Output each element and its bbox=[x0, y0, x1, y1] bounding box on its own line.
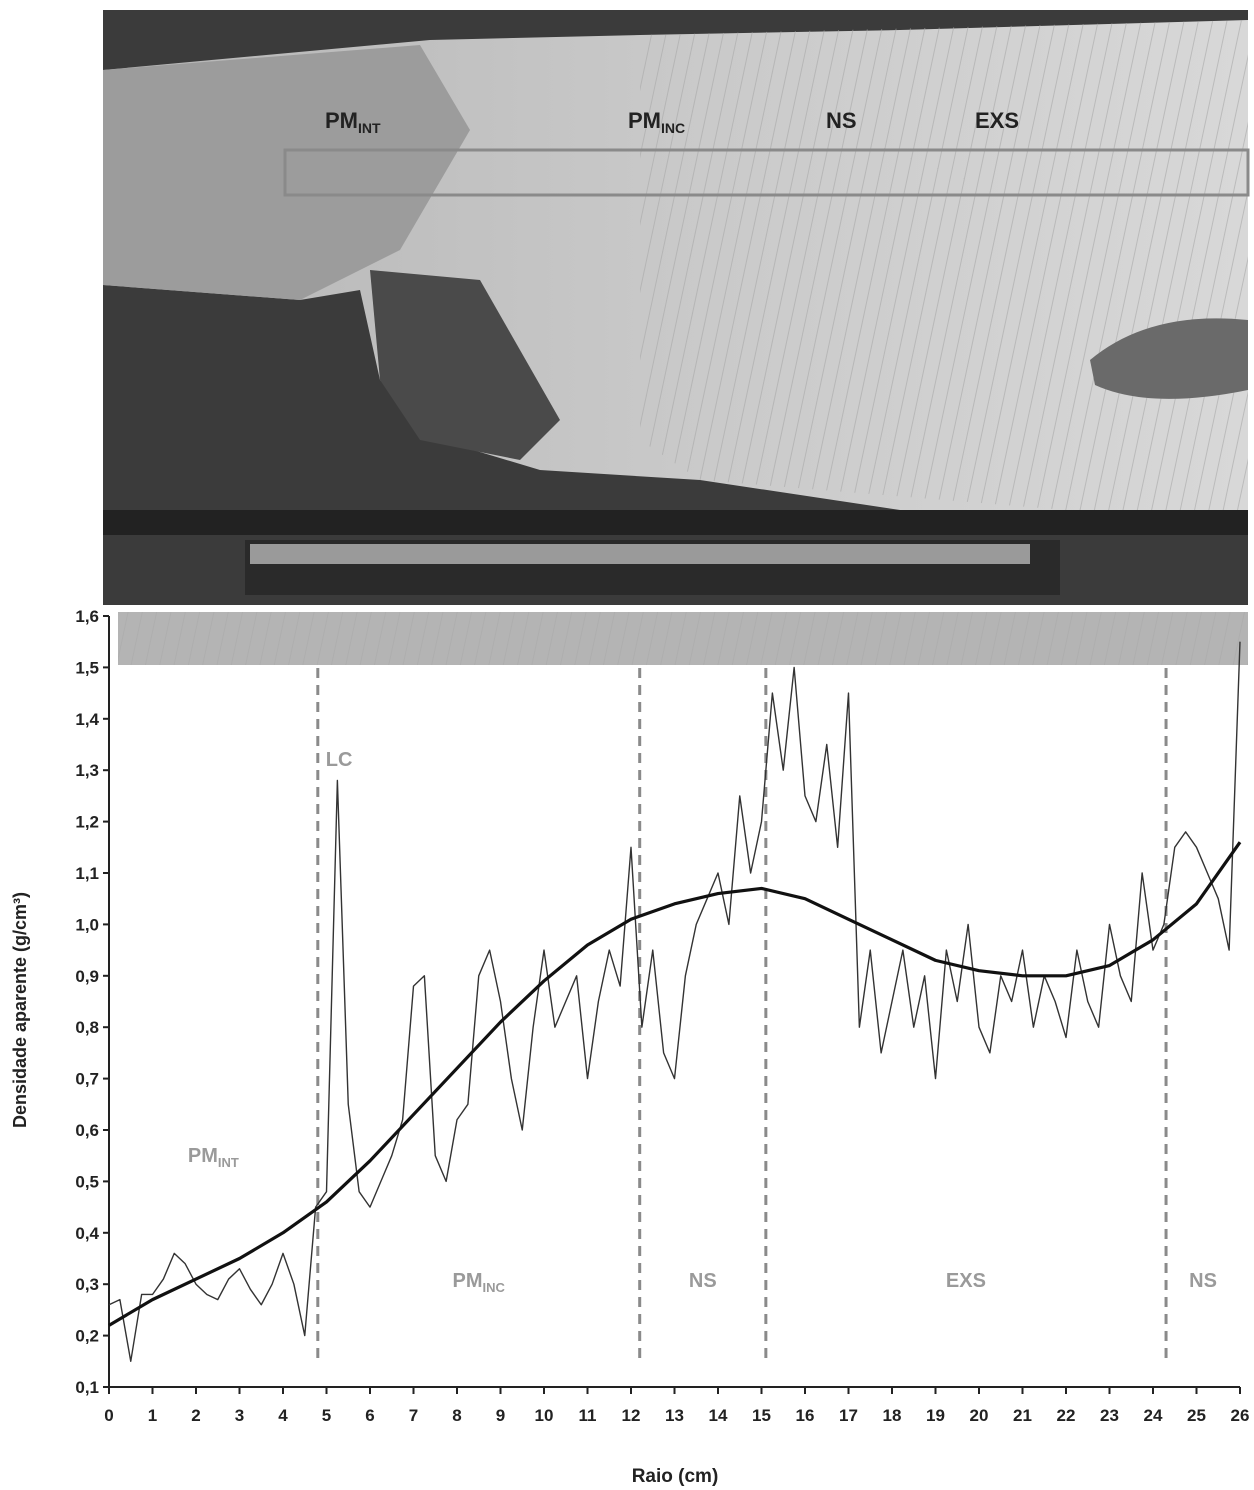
x-tick-label: 2 bbox=[191, 1406, 200, 1425]
x-tick-label: 16 bbox=[796, 1406, 815, 1425]
y-axis-label: Densidade aparente (g/cm³) bbox=[10, 892, 30, 1128]
x-tick-label: 12 bbox=[622, 1406, 641, 1425]
photo: PMINT PMINC NS EXS bbox=[103, 10, 1250, 605]
x-tick-label: 4 bbox=[278, 1406, 288, 1425]
zone-label: PMINT bbox=[188, 1145, 239, 1170]
x-tick-label: 10 bbox=[535, 1406, 554, 1425]
y-tick-label: 0,8 bbox=[75, 1018, 99, 1037]
wood-strip-texture bbox=[118, 612, 1248, 665]
y-tick-label: 0,2 bbox=[75, 1327, 99, 1346]
y-tick-label: 1,1 bbox=[75, 864, 99, 883]
x-tick-label: 19 bbox=[926, 1406, 945, 1425]
zone-label-sub: INT bbox=[218, 1155, 239, 1170]
y-tick-label: 0,9 bbox=[75, 967, 99, 986]
x-tick-label: 5 bbox=[322, 1406, 331, 1425]
y-tick-label: 0,7 bbox=[75, 1070, 99, 1089]
x-tick-label: 7 bbox=[409, 1406, 418, 1425]
zone-label-main: PM bbox=[453, 1270, 483, 1292]
x-tick-label: 21 bbox=[1013, 1406, 1032, 1425]
photo-label: PMINT bbox=[325, 108, 381, 136]
x-tick-label: 23 bbox=[1100, 1406, 1119, 1425]
photo-label: NS bbox=[826, 108, 857, 133]
y-tick-label: 0,6 bbox=[75, 1121, 99, 1140]
zone-label: NS bbox=[1189, 1270, 1217, 1292]
x-tick-label: 15 bbox=[752, 1406, 771, 1425]
x-axis-label: Raio (cm) bbox=[632, 1466, 719, 1487]
x-tick-label: 0 bbox=[104, 1406, 113, 1425]
x-tick-label: 8 bbox=[452, 1406, 461, 1425]
zone-label-main: NS bbox=[1189, 1270, 1217, 1292]
zone-label: PMINC bbox=[453, 1270, 506, 1295]
y-tick-label: 1,4 bbox=[75, 710, 99, 729]
y-tick-label: 0,1 bbox=[75, 1378, 99, 1397]
y-tick-label: 1,5 bbox=[75, 658, 99, 677]
zone-label: NS bbox=[689, 1270, 717, 1292]
x-tick-label: 3 bbox=[235, 1406, 244, 1425]
series-line bbox=[108, 641, 1241, 1362]
x-tick-label: 9 bbox=[496, 1406, 505, 1425]
x-tick-label: 20 bbox=[970, 1406, 989, 1425]
zone-label: EXS bbox=[946, 1270, 986, 1292]
x-tick-label: 26 bbox=[1231, 1406, 1250, 1425]
y-tick-label: 0,4 bbox=[75, 1224, 99, 1243]
y-tick-label: 0,3 bbox=[75, 1275, 99, 1294]
zone-label-main: EXS bbox=[946, 1270, 986, 1292]
y-tick-label: 0,5 bbox=[75, 1172, 99, 1191]
y-tick-label: 1,0 bbox=[75, 915, 99, 934]
x-tick-label: 13 bbox=[665, 1406, 684, 1425]
photo-label: EXS bbox=[975, 108, 1019, 133]
zone-label-sub: INC bbox=[483, 1280, 506, 1295]
x-tick-label: 17 bbox=[839, 1406, 858, 1425]
y-tick-label: 1,2 bbox=[75, 813, 99, 832]
zone-label-main: PM bbox=[188, 1145, 218, 1167]
x-tick-label: 24 bbox=[1144, 1406, 1163, 1425]
x-tick-label: 18 bbox=[883, 1406, 902, 1425]
y-tick-label: 1,3 bbox=[75, 761, 99, 780]
photo-label: PMINC bbox=[628, 108, 685, 136]
x-tick-label: 14 bbox=[709, 1406, 728, 1425]
boundary-label: LC bbox=[326, 749, 353, 771]
x-tick-label: 1 bbox=[148, 1406, 157, 1425]
x-tick-label: 6 bbox=[365, 1406, 374, 1425]
zone-label-main: NS bbox=[689, 1270, 717, 1292]
x-tick-label: 22 bbox=[1057, 1406, 1076, 1425]
series-line bbox=[108, 841, 1242, 1327]
y-tick-label: 1,6 bbox=[75, 607, 99, 626]
x-tick-label: 11 bbox=[579, 1406, 597, 1425]
x-tick-label: 25 bbox=[1187, 1406, 1206, 1425]
